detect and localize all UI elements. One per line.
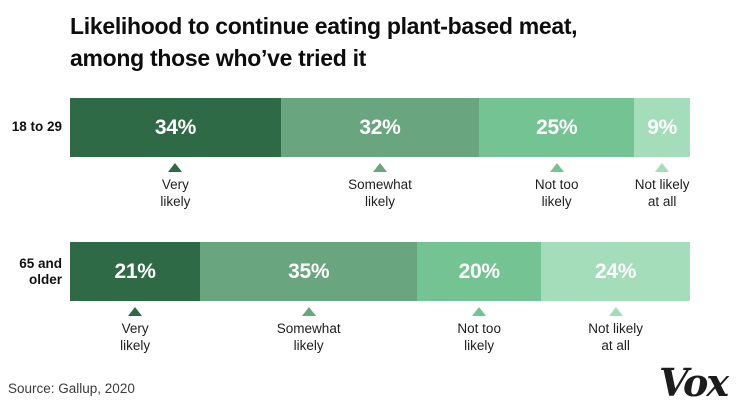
bar-segment: 34%: [70, 98, 281, 157]
triangle-marker-icon: [608, 307, 623, 316]
triangle-marker-icon: [168, 163, 183, 172]
segment-category-label: Not too likely: [534, 177, 579, 209]
bar-segment: 21%: [70, 242, 201, 301]
bar-segment: 24%: [541, 242, 690, 301]
triangle-marker-icon: [549, 163, 564, 172]
row-label-65-and-older: 65 and older: [19, 256, 62, 287]
chart-title: Likelihood to continue eating plant-base…: [70, 13, 578, 71]
triangle-marker-icon: [373, 163, 387, 172]
segment-category-label: Somewhat likely: [276, 321, 341, 353]
bar-row-65-and-older: 21% 35% 20% 24% Very likely Somewhat likely N…: [70, 242, 690, 353]
triangle-marker-icon: [655, 163, 670, 172]
bar-segment: 32%: [280, 98, 480, 157]
bar-row-18-to-29: 34% 32% 25% 9% Very likely Somewhat likely No…: [70, 98, 690, 209]
segment-category-label: Very likely: [120, 321, 151, 353]
triangle-marker-icon: [301, 307, 316, 316]
stacked-bar: 34% 32% 25% 9%: [70, 98, 690, 157]
bar-segment: 20%: [417, 242, 542, 301]
stacked-bar: 21% 35% 20% 24%: [70, 242, 690, 301]
segment-category-label: Not likely at all: [634, 177, 690, 209]
segment-category-label: Very likely: [160, 177, 191, 209]
segment-category-label: Not likely at all: [588, 321, 643, 353]
bar-segment: 35%: [200, 242, 418, 301]
row-label-18-to-29: 18 to 29: [11, 119, 62, 134]
triangle-marker-icon: [128, 307, 143, 316]
source-note: Source: Gallup, 2020: [8, 381, 135, 396]
triangle-marker-icon: [472, 307, 487, 316]
vox-logo: Vox: [659, 360, 729, 405]
segment-category-label: Not too likely: [457, 321, 501, 353]
segment-category-label: Somewhat likely: [348, 177, 412, 209]
bar-segment: 9%: [634, 98, 690, 157]
bar-segment: 25%: [479, 98, 635, 157]
